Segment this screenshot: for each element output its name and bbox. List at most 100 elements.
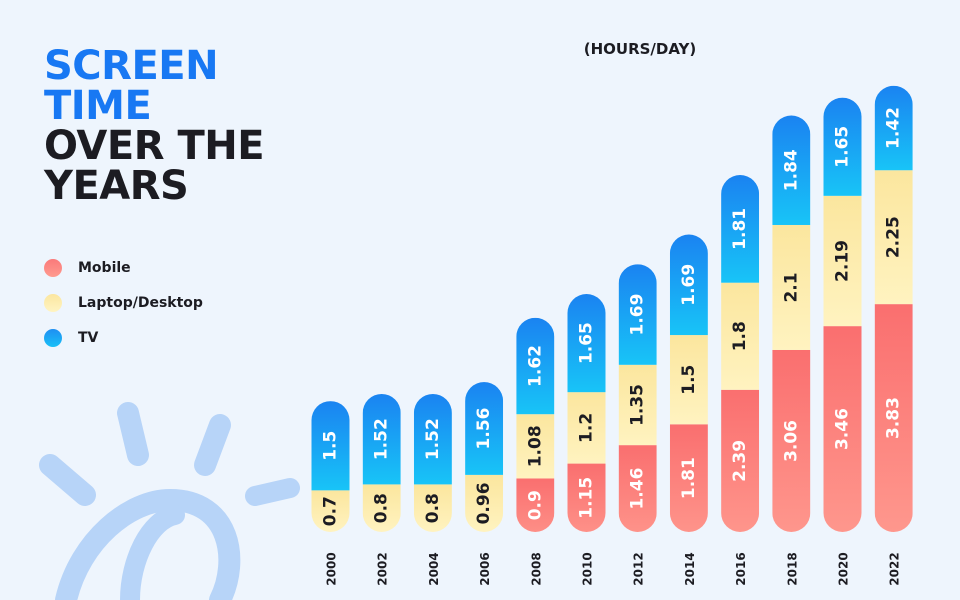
bar-2002	[362, 393, 401, 532]
sun-ray	[194, 414, 231, 476]
bar-segment-laptop-2006	[465, 474, 504, 532]
bar-segment-laptop-2010	[567, 392, 606, 464]
bar-2022	[874, 85, 913, 532]
bar-segment-mobile-2022	[874, 304, 913, 532]
bar-2000	[311, 401, 350, 532]
bar-segment-laptop-2020	[823, 195, 862, 327]
bar-segment-tv-2012	[618, 264, 657, 365]
data-label-tv-2012: 1.69	[628, 294, 648, 336]
data-label-laptop-2018: 2.1	[781, 272, 801, 302]
data-label-laptop-2012: 1.35	[628, 384, 648, 426]
bar-segment-tv-2016	[721, 175, 760, 283]
data-label-laptop-2010: 1.2	[577, 413, 597, 443]
x-tick-label-2022: 2022	[888, 552, 902, 585]
data-label-tv-2002: 1.52	[372, 418, 392, 460]
x-tick-label-2000: 2000	[325, 552, 339, 585]
x-tick-label-2004: 2004	[427, 552, 441, 585]
x-tick-label-2012: 2012	[632, 552, 646, 585]
data-label-tv-2018: 1.84	[781, 149, 801, 191]
data-label-tv-2020: 1.65	[833, 126, 853, 168]
bar-segment-laptop-2004	[413, 484, 452, 532]
x-tick-label-2002: 2002	[376, 552, 390, 585]
legend-label-mobile: Mobile	[78, 260, 131, 276]
data-label-laptop-2000: 0.7	[321, 496, 341, 526]
bar-segment-tv-2006	[465, 382, 504, 475]
data-label-mobile-2020: 3.46	[833, 408, 853, 450]
bar-segment-laptop-2018	[772, 224, 811, 350]
bar-segment-laptop-2016	[721, 282, 760, 390]
bar-segment-mobile-2012	[618, 445, 657, 532]
bar-2016	[721, 175, 760, 532]
bar-2012	[618, 264, 657, 532]
data-label-laptop-2022: 2.25	[884, 216, 904, 258]
bar-segment-laptop-2022	[874, 170, 913, 305]
data-label-mobile-2018: 3.06	[781, 420, 801, 462]
x-tick-label-2010: 2010	[581, 552, 595, 585]
data-label-laptop-2008: 1.08	[525, 425, 545, 467]
bar-segment-laptop-2012	[618, 364, 657, 446]
title-line-1: SCREEN	[44, 43, 219, 89]
bar-segment-tv-2000	[311, 401, 350, 491]
bar-segment-mobile-2016	[721, 389, 760, 532]
sun-ray	[117, 402, 149, 466]
data-label-laptop-2016: 1.8	[730, 321, 750, 351]
data-label-laptop-2006: 0.96	[474, 482, 494, 524]
bar-segment-tv-2002	[362, 393, 401, 485]
title-line-4: YEARS	[44, 163, 189, 209]
data-label-laptop-2020: 2.19	[833, 240, 853, 282]
legend-swatch-tv	[44, 329, 62, 347]
legend-item-laptop: Laptop/Desktop	[44, 291, 203, 315]
bar-segment-tv-2022	[874, 85, 913, 171]
data-label-tv-2000: 1.5	[321, 431, 341, 461]
bar-segment-tv-2010	[567, 294, 606, 393]
bar-2020	[823, 97, 862, 533]
bar-segment-tv-2008	[516, 317, 555, 415]
legend-label-tv: TV	[78, 330, 99, 346]
data-label-mobile-2014: 1.81	[679, 457, 699, 499]
data-label-tv-2010: 1.65	[577, 322, 597, 364]
data-label-tv-2016: 1.81	[730, 208, 750, 250]
sun-ray	[245, 478, 300, 506]
data-label-tv-2008: 1.62	[525, 345, 545, 387]
data-label-mobile-2016: 2.39	[730, 440, 750, 482]
bar-segment-laptop-2008	[516, 414, 555, 479]
bar-2008	[516, 317, 555, 532]
data-label-tv-2006: 1.56	[474, 407, 494, 449]
bar-segment-tv-2014	[669, 234, 708, 336]
bar-segment-tv-2018	[772, 115, 811, 225]
sun-inner-arc	[120, 505, 185, 600]
x-tick-label-2018: 2018	[785, 552, 799, 585]
legend-swatch-laptop	[44, 294, 62, 312]
data-label-tv-2014: 1.69	[679, 264, 699, 306]
legend-item-tv: TV	[44, 326, 203, 350]
data-label-laptop-2002: 0.8	[372, 493, 392, 523]
data-label-tv-2022: 1.42	[884, 107, 904, 149]
title-line-3: OVER THE	[44, 123, 265, 169]
bar-segment-laptop-2000	[311, 490, 350, 532]
data-label-laptop-2004: 0.8	[423, 493, 443, 523]
data-label-mobile-2008: 0.9	[525, 490, 545, 520]
x-tick-label-2016: 2016	[734, 552, 748, 585]
bar-2014	[669, 234, 708, 532]
x-tick-label-2008: 2008	[529, 552, 543, 585]
bar-2004	[413, 393, 452, 532]
bar-2018	[772, 115, 811, 532]
bar-segment-tv-2004	[413, 393, 452, 485]
data-label-laptop-2014: 1.5	[679, 365, 699, 395]
data-label-tv-2004: 1.52	[423, 418, 443, 460]
data-label-mobile-2022: 3.83	[884, 397, 904, 439]
chart-title: SCREEN TIME OVER THE YEARS	[44, 43, 265, 209]
bar-segment-laptop-2002	[362, 484, 401, 532]
title-line-2: TIME	[44, 83, 152, 129]
sun-ray	[39, 454, 96, 506]
x-tick-label-2014: 2014	[683, 552, 697, 585]
bar-2006	[465, 382, 504, 532]
bar-segment-mobile-2010	[567, 463, 606, 532]
bar-segment-mobile-2008	[516, 478, 555, 532]
legend-item-mobile: Mobile	[44, 256, 203, 280]
bar-segment-mobile-2020	[823, 326, 862, 533]
sun-arc	[55, 488, 241, 600]
legend: Mobile Laptop/Desktop TV	[44, 256, 203, 361]
